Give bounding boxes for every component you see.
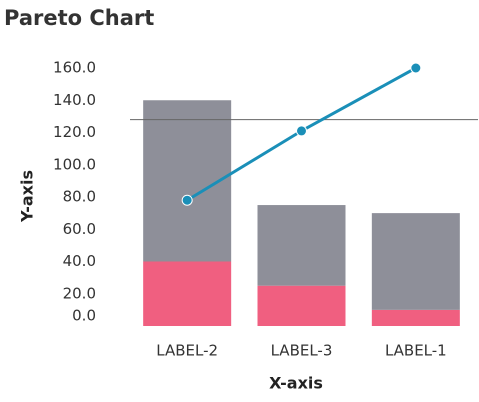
line-point bbox=[296, 125, 307, 137]
x-tick-label: LABEL-2 bbox=[156, 342, 218, 360]
y-tick-label: 40.0 bbox=[63, 252, 96, 270]
y-tick-label: 140.0 bbox=[53, 91, 96, 109]
bar-segment bbox=[257, 285, 346, 326]
bar-segment bbox=[371, 213, 460, 310]
y-tick-label: 80.0 bbox=[63, 188, 96, 206]
line-point bbox=[410, 62, 422, 74]
y-tick-label: 0.0 bbox=[72, 307, 96, 325]
x-axis-label: X-axis bbox=[269, 374, 323, 393]
y-tick-label: 100.0 bbox=[53, 155, 96, 173]
line-point bbox=[181, 194, 193, 206]
bar-segment bbox=[257, 205, 346, 286]
y-tick-label: 120.0 bbox=[53, 123, 96, 141]
bar-segment bbox=[143, 261, 232, 326]
y-axis-label: Y-axis bbox=[18, 170, 37, 223]
chart-title: Pareto Chart bbox=[4, 6, 154, 30]
y-tick-label: 60.0 bbox=[63, 220, 96, 238]
y-tick-label: 20.0 bbox=[63, 284, 96, 302]
y-tick-label: 160.0 bbox=[53, 59, 96, 77]
x-tick-label: LABEL-1 bbox=[385, 342, 447, 360]
x-tick-label: LABEL-3 bbox=[271, 342, 333, 360]
bar-segment bbox=[371, 309, 460, 326]
